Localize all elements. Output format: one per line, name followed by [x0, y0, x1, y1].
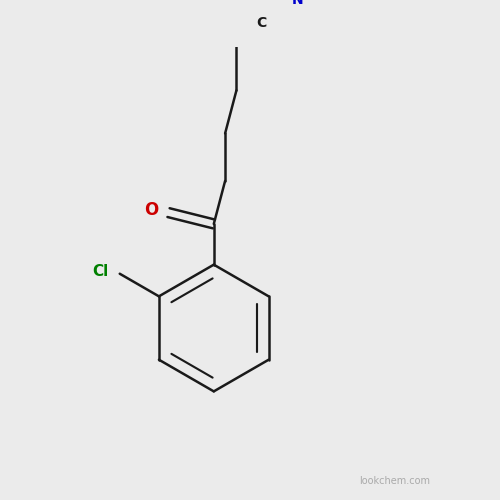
Text: lookchem.com: lookchem.com — [360, 476, 430, 486]
Text: C: C — [256, 16, 266, 30]
Text: O: O — [144, 202, 158, 220]
Text: N: N — [292, 0, 304, 7]
Text: Cl: Cl — [92, 264, 108, 279]
